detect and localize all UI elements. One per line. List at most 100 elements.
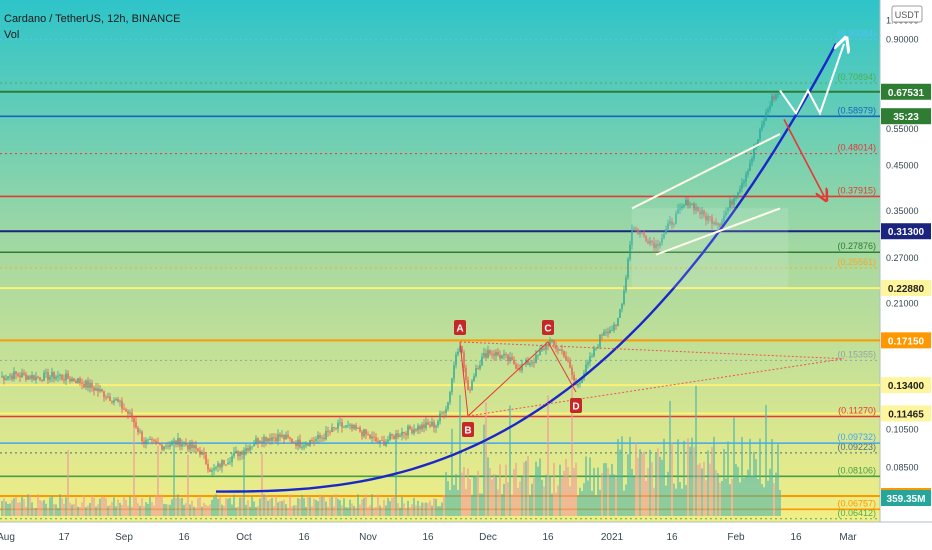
scale-currency-button[interactable]: USDT [891,5,923,23]
price-tag-5[interactable]: 0.11465 [881,405,931,422]
triangle-upper-line[interactable] [459,341,845,360]
volume-bar [743,478,745,516]
candle-body [735,197,737,199]
candle-body [501,355,503,359]
bearish-projection-arrow[interactable] [783,118,824,196]
candle-body [573,375,575,381]
candle-body [469,389,471,391]
candle-body [725,211,727,216]
volume-bar [455,474,457,516]
volume-bar [409,507,411,516]
volume-bar [135,497,137,516]
candle-body [261,441,263,443]
candle-body [465,368,467,381]
candle-body [167,445,169,447]
volume-bar [439,506,441,516]
candle-body [25,374,27,380]
candle-body [655,243,657,249]
candle-body [121,400,123,409]
volume-bar [415,505,417,516]
channel-lower-line[interactable] [655,207,781,256]
pattern-point-b[interactable]: B [462,422,474,438]
candle-body [667,223,669,229]
range-box[interactable] [631,208,789,289]
pattern-point-a[interactable]: A [454,319,466,335]
volume-bar [707,450,709,516]
candle-body [681,206,683,209]
triangle-lower-line[interactable] [467,358,845,417]
candle-body [49,376,51,380]
pattern-point-d[interactable]: D [570,398,582,414]
volume-bar [363,497,365,516]
candle-body [193,445,195,448]
bar-countdown-tag[interactable]: 35:23 [881,108,931,125]
volume-bar [211,499,213,516]
candle-body [629,244,631,259]
volume-bar [177,494,179,516]
candle-body [777,94,779,95]
candle-body [611,330,613,332]
candle-body [217,463,219,468]
volume-bar [385,505,387,516]
candle-body [707,216,709,221]
bar-countdown-tag-text: 35:23 [893,112,919,123]
volume-tag[interactable]: 359.35M [881,490,931,506]
candle-body [599,334,601,347]
volume-bar [9,503,11,516]
candle-body [521,364,523,371]
price-tag-3[interactable]: 0.17150 [881,332,931,349]
abcd-pattern[interactable] [459,341,577,418]
volume-bar [737,466,739,516]
candle-body [85,380,87,388]
volume-bar [407,500,409,516]
volume-bar [631,468,633,516]
volume-bar [689,446,691,516]
level-label-6: (0.25561) [837,257,876,267]
volume-bar [255,507,257,516]
volume-bar [537,466,539,516]
channel-upper-line[interactable] [631,133,781,210]
bullish-projection-arrow[interactable] [779,44,844,116]
price-tag-4[interactable]: 0.13400 [881,377,931,394]
pattern-point-c[interactable]: C [542,319,554,335]
volume-bar [735,464,737,516]
candle-body [263,436,265,443]
volume-bar [53,503,55,516]
candle-body [491,353,493,355]
volume-bar [221,504,223,516]
volume-bar [583,483,585,516]
candle-body [181,444,183,447]
volume-bar [627,454,629,516]
candle-body [63,379,65,381]
candle-body [147,439,149,441]
volume-bar [29,494,31,516]
candle-body [183,442,185,445]
candle-body [493,353,495,356]
volume-bar [359,504,361,516]
volume-bar [673,483,675,516]
candle-body [319,435,321,438]
volume-bar [165,504,167,516]
candle-body [139,431,141,433]
volume-bar [81,502,83,516]
candle-body [329,431,331,433]
candle-body [719,223,721,227]
volume-bar [653,487,655,516]
candle-body [455,354,457,366]
candle-body [173,440,175,442]
candle-body [755,146,757,149]
price-tag-2[interactable]: 0.22880 [881,280,931,297]
volume-bar [587,480,589,516]
price-tag-1[interactable]: 0.31300 [881,223,931,240]
candle-body [445,408,447,414]
candle-body [83,383,85,388]
price-tag-0[interactable]: 0.67531 [881,83,931,100]
parabolic-curve[interactable] [216,43,838,493]
volume-bar [301,494,303,516]
volume-bar [403,503,405,516]
candle-body [335,427,337,429]
candle-body [243,451,245,455]
volume-bar [199,494,201,516]
candle-body [359,427,361,432]
